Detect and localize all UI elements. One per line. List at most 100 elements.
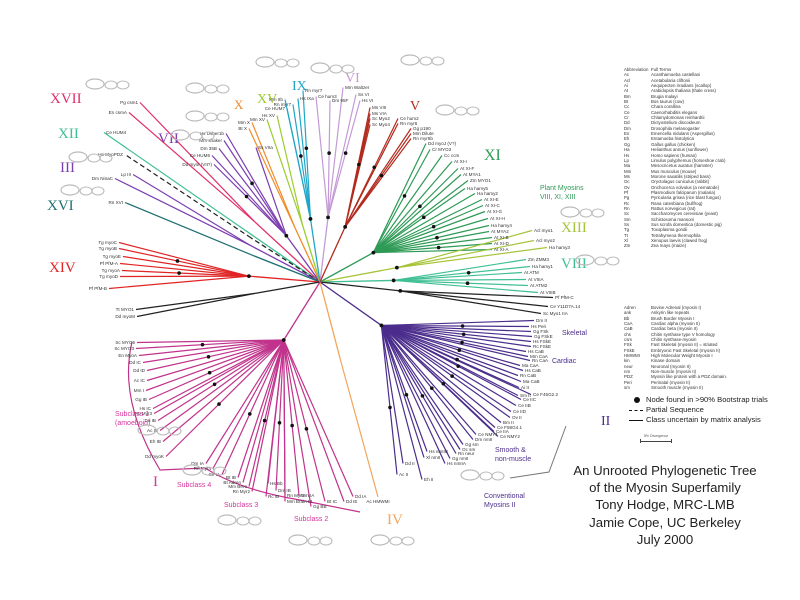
branch-stem — [319, 281, 382, 326]
myosin-molecule-icon — [85, 78, 130, 90]
group-label: Subclass 4 — [177, 482, 211, 489]
leaf-label: Ce F58G4.1 — [497, 425, 522, 430]
bootstrap-node-icon — [304, 146, 309, 151]
class-label: XII — [58, 126, 79, 142]
species-abbreviation-row: Ss Sus scrofa domestica (domestic pig) — [624, 221, 722, 227]
term-abbreviation-row: FSk Fast Skeletal (myosin II) = striated — [624, 342, 718, 348]
leaf-label: Dm 95F — [332, 98, 349, 103]
branch-line — [121, 269, 249, 277]
branch-line — [218, 148, 287, 237]
leaf-label: Sm II — [520, 393, 531, 398]
branch-line — [122, 255, 249, 277]
branch-line — [283, 339, 312, 507]
group-label: Subclass 2 — [294, 516, 328, 523]
term-abbreviation-row: CaB Cardiac beta (myosin II) — [624, 326, 698, 332]
species-abbreviation-row: Lp Limulus polyphemus (horseshoe crab) — [624, 157, 726, 163]
group-label: Cardiac — [552, 358, 577, 365]
myosin-shape-icons — [60, 54, 620, 546]
leaf-label: Bt X — [238, 126, 247, 131]
bootstrap-node-icon — [343, 224, 348, 229]
branch-line — [266, 119, 304, 226]
bootstrap-node-icon — [281, 338, 286, 342]
group-label: non-muscle — [495, 456, 531, 463]
species-abbreviation-row: Eh Entamoeba histolytica — [624, 136, 694, 142]
legend-node: Node found in >90% Bootstrap trials — [629, 395, 768, 405]
species-abbreviation-row: Mm Mus musculus (mouse) — [624, 168, 697, 174]
branch-line — [153, 339, 285, 415]
leaf-label: Hs IC — [140, 406, 152, 411]
species-abbreviation-row: Oc Oryctolagus cuniculus (rabbit) — [624, 179, 710, 185]
term-abbreviation-row: sm Smooth muscle (myosin II) — [624, 385, 703, 391]
group-label: Subclass 3 — [224, 502, 258, 509]
leaf-label: Hs Peri — [531, 324, 546, 329]
leaf-label: Lp III — [121, 172, 131, 177]
branch-line — [211, 155, 287, 237]
bootstrap-node-icon — [244, 194, 249, 199]
leaf-label: Rn myr6 — [400, 121, 418, 126]
leaf-label: Rc FSkE — [533, 344, 551, 349]
class-label: II — [601, 414, 611, 429]
leaf-label: Rn myr7 — [274, 102, 292, 107]
bootstrap-node-icon — [299, 154, 303, 158]
branch-line — [373, 210, 486, 254]
term-abbreviation-row: CaA Cardiac alpha (myosin II) — [624, 321, 700, 327]
branch-line — [373, 204, 484, 254]
species-abbreviation-row: Ha Helianthus annus (sunflower) — [624, 147, 708, 153]
branch-line — [136, 292, 256, 318]
species-abbreviation-row: Ma Mesocricetus auratus (hamster) — [624, 163, 713, 169]
leaf-label: Ce IIA — [496, 429, 510, 434]
class-label: VII — [158, 131, 179, 147]
branch-line — [103, 132, 246, 231]
term-abbreviation-row: Bb Brush Border Myosin I — [624, 315, 695, 321]
branch-stem — [250, 237, 321, 283]
branch-line — [393, 279, 539, 294]
leaf-label: Ac IC — [134, 378, 146, 383]
species-abbreviation-table: Abbreviation Full Terms Ac Acanthamoeba c… — [624, 67, 725, 249]
branch-stem — [319, 217, 329, 283]
species-abbreviation-row: Dm Drosophila melanogaster — [624, 125, 700, 131]
leaf-label: At XI-I — [454, 159, 467, 164]
leaf-label: At VIIIA — [528, 277, 545, 282]
bootstrap-node-icon — [371, 250, 376, 255]
leaf-label: Gg sm — [465, 442, 479, 447]
branch-line — [381, 324, 522, 383]
branch-line — [396, 239, 535, 269]
group-label: VIII, XI, XIII — [540, 194, 575, 201]
leaf-label: At VIIIB — [540, 290, 556, 295]
bootstrap-node-icon — [212, 382, 217, 387]
branch-line — [136, 339, 284, 344]
branch-line — [380, 325, 457, 454]
leaf-label: Hs CaB — [528, 349, 544, 354]
leaf-label: Tg myoD — [99, 274, 118, 279]
leaf-label: At MYA1 — [463, 172, 481, 177]
leaf-label: Mm Dilute — [413, 131, 434, 136]
leaf-label: Ac IB — [147, 428, 158, 433]
leaf-label: Ce IID — [513, 409, 527, 414]
term-abbreviation-row: FSkE Embryonic Fast Skeletal (myosin II) — [624, 347, 721, 353]
branch-line — [380, 325, 451, 459]
species-abbreviation-row: Gg Gallus gallus (chicken) — [624, 141, 696, 147]
leaf-label: Ce HUM7 — [265, 106, 286, 111]
leaf-label: At XI-B — [494, 235, 509, 240]
leaf-label: Zm ZMM3 — [528, 257, 549, 262]
leaf-label: Dm IB — [278, 488, 291, 493]
leaf-label: Rc IB — [268, 494, 279, 499]
leaf-label: Gg IB — [135, 397, 147, 402]
branch-line — [373, 230, 490, 254]
branch-line — [275, 339, 285, 491]
branch-line — [145, 339, 284, 392]
branch-line — [221, 339, 285, 475]
branch-line — [380, 324, 499, 437]
leaf-label: At XI-A — [494, 247, 509, 252]
myosin-molecule-icon — [170, 129, 215, 141]
leaf-label: Rn myr6b — [413, 136, 433, 141]
branch-line — [283, 339, 300, 496]
species-abbreviation-row: Xl Xenopus laevis (clawed frog) — [624, 238, 708, 243]
term-abbreviation-row: kin Kinase domain — [624, 358, 681, 364]
branch-line — [119, 262, 249, 277]
leaf-label: Ss VIIa — [258, 145, 273, 150]
myosin-molecule-icon — [182, 464, 227, 476]
class-label: III — [60, 160, 75, 176]
branch-line — [118, 247, 250, 277]
branch-stem — [294, 227, 321, 283]
